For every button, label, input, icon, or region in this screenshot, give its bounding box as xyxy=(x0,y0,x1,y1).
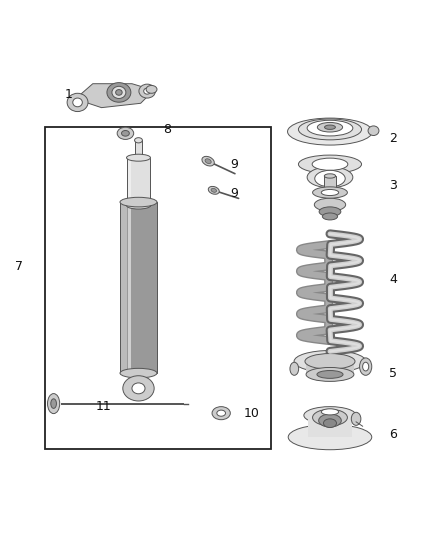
Ellipse shape xyxy=(120,197,157,207)
Ellipse shape xyxy=(112,86,126,99)
Ellipse shape xyxy=(298,155,361,173)
Ellipse shape xyxy=(208,187,219,194)
Text: 7: 7 xyxy=(15,260,23,273)
Ellipse shape xyxy=(288,118,372,145)
Ellipse shape xyxy=(127,154,150,161)
Bar xyxy=(306,359,354,375)
Ellipse shape xyxy=(363,362,369,371)
Ellipse shape xyxy=(321,409,339,415)
Ellipse shape xyxy=(202,156,214,166)
Ellipse shape xyxy=(73,98,82,107)
Ellipse shape xyxy=(315,171,345,187)
Text: 9: 9 xyxy=(230,158,238,171)
Ellipse shape xyxy=(304,407,356,424)
Ellipse shape xyxy=(313,409,347,426)
Ellipse shape xyxy=(319,414,341,427)
Ellipse shape xyxy=(322,213,338,220)
Ellipse shape xyxy=(360,358,372,375)
Ellipse shape xyxy=(51,399,57,408)
Bar xyxy=(308,415,352,437)
Ellipse shape xyxy=(312,158,348,171)
Text: 6: 6 xyxy=(389,427,397,441)
Ellipse shape xyxy=(123,376,154,401)
Ellipse shape xyxy=(298,119,361,140)
Ellipse shape xyxy=(307,167,353,188)
Bar xyxy=(128,202,131,373)
Ellipse shape xyxy=(321,189,339,196)
Ellipse shape xyxy=(294,351,366,372)
Text: 5: 5 xyxy=(389,367,397,379)
Text: 3: 3 xyxy=(389,180,397,192)
Ellipse shape xyxy=(127,202,150,209)
Text: 11: 11 xyxy=(96,400,112,413)
Ellipse shape xyxy=(314,198,346,211)
Text: 8: 8 xyxy=(163,123,171,136)
Ellipse shape xyxy=(324,174,336,178)
Ellipse shape xyxy=(212,407,230,419)
Ellipse shape xyxy=(317,370,343,378)
Ellipse shape xyxy=(47,393,60,414)
Text: 1: 1 xyxy=(65,88,73,101)
Bar xyxy=(45,127,271,449)
Ellipse shape xyxy=(205,159,211,164)
Ellipse shape xyxy=(323,419,336,427)
Ellipse shape xyxy=(307,120,353,136)
Text: 10: 10 xyxy=(244,407,260,420)
Ellipse shape xyxy=(132,383,145,394)
Ellipse shape xyxy=(116,90,122,95)
Bar xyxy=(127,158,150,206)
Bar xyxy=(120,202,157,373)
Ellipse shape xyxy=(139,84,155,98)
Ellipse shape xyxy=(211,188,216,192)
Ellipse shape xyxy=(351,413,361,425)
Bar xyxy=(121,202,127,373)
Ellipse shape xyxy=(306,367,354,382)
Ellipse shape xyxy=(67,93,88,111)
Ellipse shape xyxy=(368,126,379,135)
Ellipse shape xyxy=(318,123,343,132)
Ellipse shape xyxy=(120,368,157,378)
Ellipse shape xyxy=(325,125,336,130)
Ellipse shape xyxy=(288,424,372,450)
Ellipse shape xyxy=(217,410,226,416)
Ellipse shape xyxy=(290,362,299,375)
Text: 4: 4 xyxy=(389,273,397,286)
Ellipse shape xyxy=(121,131,129,136)
Ellipse shape xyxy=(134,138,142,143)
Text: 2: 2 xyxy=(389,132,397,144)
Bar xyxy=(128,158,131,206)
Ellipse shape xyxy=(117,127,134,140)
Ellipse shape xyxy=(107,83,131,102)
Ellipse shape xyxy=(144,88,151,94)
Ellipse shape xyxy=(319,207,341,216)
Ellipse shape xyxy=(313,187,347,198)
Text: 9: 9 xyxy=(230,187,238,200)
Ellipse shape xyxy=(146,85,157,93)
Bar xyxy=(134,140,142,156)
Ellipse shape xyxy=(305,353,355,369)
Bar xyxy=(324,176,336,192)
Polygon shape xyxy=(75,84,154,108)
